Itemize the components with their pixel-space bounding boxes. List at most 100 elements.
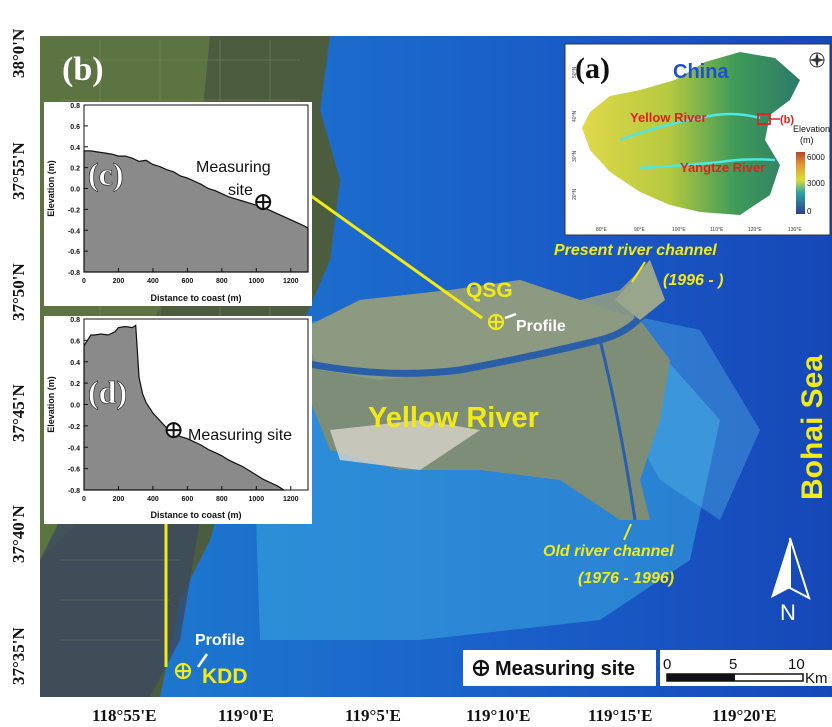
inset-lon-tick: 100°E xyxy=(672,227,686,233)
x-tick-label: 0 xyxy=(82,496,86,503)
inset-lon-tick: 130°E xyxy=(788,227,802,233)
lat-label: 37°45'N xyxy=(9,383,28,442)
x-axis-label: Distance to coast (m) xyxy=(150,293,241,303)
x-tick-label: 0 xyxy=(82,278,86,285)
delta-north xyxy=(300,260,650,380)
connector-c xyxy=(299,186,483,320)
x-tick-label: 200 xyxy=(113,278,125,285)
profile-chart-c: 0.8 0.6 0.4 0.2 0.0 -0.2 -0.4 -0.6 -0.80 200 400 60… xyxy=(44,102,312,306)
inset-yangtze-label: Yangtze River xyxy=(680,160,765,175)
elevation-area xyxy=(83,150,309,273)
present-channel-years: (1996 - ) xyxy=(663,272,723,289)
inset-yangtze-river xyxy=(639,158,776,170)
inset-b-marker: (b) xyxy=(780,114,794,126)
y-tick-label: -0.4 xyxy=(68,445,80,452)
china-label: China xyxy=(673,61,729,83)
x-tick-label: 400 xyxy=(147,496,159,503)
lat-label: 37°50'N xyxy=(9,262,28,321)
inset-china-map: (a) China Yellow River Yangtze River (b)… xyxy=(564,43,831,236)
inset-lon-tick: 80°E xyxy=(596,227,608,233)
inset-lat-tick: 30°N xyxy=(572,150,578,162)
x-axis-label: Distance to coast (m) xyxy=(150,510,241,520)
present-channel-label: Present river channel xyxy=(554,242,717,259)
scale-unit: Km xyxy=(805,670,828,687)
y-axis-label: Elevation (m) xyxy=(46,160,56,217)
inset-lat-tick: 50°N xyxy=(572,66,578,78)
old-channel-label: Old river channel xyxy=(543,543,674,560)
y-tick-label: 0.8 xyxy=(70,317,80,324)
lon-label: 119°5'E xyxy=(345,706,401,725)
kdd-label: KDD xyxy=(202,665,248,688)
x-tick-label: 600 xyxy=(182,278,194,285)
y-tick-label: -0.8 xyxy=(68,270,80,277)
y-tick-label: 0.6 xyxy=(70,338,80,345)
x-tick-label: 200 xyxy=(113,496,125,503)
bohai-sea-label: Bohai Sea xyxy=(796,355,829,500)
legend-box xyxy=(463,650,656,686)
x-tick-label: 1200 xyxy=(283,496,299,503)
scale-bar: 0 5 10 Km xyxy=(660,650,832,687)
old-channel-line xyxy=(598,339,637,521)
panel-label: (c) xyxy=(88,156,124,192)
y-tick-label: 0.4 xyxy=(70,145,80,152)
kdd-profile-label: Profile xyxy=(195,632,245,649)
panel-b-label: (b) xyxy=(62,51,104,88)
present-mouth xyxy=(615,260,665,320)
china-shape xyxy=(582,52,800,215)
elevation-unit: (m) xyxy=(800,135,814,145)
salt-flat xyxy=(330,420,480,470)
north-arrow-icon: N xyxy=(771,537,811,625)
y-tick-label: -0.4 xyxy=(68,228,80,235)
lat-label: 37°40'N xyxy=(9,504,28,563)
ponds-south xyxy=(40,520,200,697)
y-axis-label: Elevation (m) xyxy=(46,376,56,433)
qsg-profile-label: Profile xyxy=(516,318,566,335)
qsg-label: QSG xyxy=(466,279,513,302)
scale-tick: 0 xyxy=(663,656,671,673)
longitude-labels: 118°55'E 119°0'E 119°5'E 119°10'E 119°15… xyxy=(92,706,776,725)
river-channel xyxy=(289,288,664,377)
y-tick-label: -0.2 xyxy=(68,424,80,431)
y-tick-label: 0.0 xyxy=(70,403,80,410)
north-label: N xyxy=(780,600,796,625)
x-tick-label: 800 xyxy=(216,496,228,503)
old-channel-years: (1976 - 1996) xyxy=(578,570,674,587)
lat-label: 37°55'N xyxy=(9,141,28,200)
y-tick-label: -0.2 xyxy=(68,207,80,214)
inset-yellow-river xyxy=(619,112,761,142)
y-tick-label: 0.0 xyxy=(70,187,80,194)
annotation: Measuring xyxy=(196,159,271,176)
elevation-title: Elevation xyxy=(793,124,830,134)
lon-label: 118°55'E xyxy=(92,706,156,725)
inset-lon-tick: 120°E xyxy=(748,227,762,233)
x-tick-label: 1000 xyxy=(249,496,265,503)
y-tick-label: 0.4 xyxy=(70,360,80,367)
y-tick-label: 0.2 xyxy=(70,166,80,173)
colorbar-tick: 3000 xyxy=(807,179,825,188)
annotation: Measuring site xyxy=(188,427,292,444)
x-tick-label: 800 xyxy=(216,278,228,285)
inset-yellow-river-label: Yellow River xyxy=(630,110,707,125)
y-tick-label: 0.8 xyxy=(70,103,80,110)
lon-label: 119°15'E xyxy=(588,706,652,725)
y-tick-label: 0.2 xyxy=(70,381,80,388)
elevation-colorbar xyxy=(796,152,805,214)
inset-lon-tick: 110°E xyxy=(710,227,724,233)
kdd-site: Profile KDD xyxy=(174,632,248,688)
old-channel-arrow xyxy=(623,523,632,541)
panel-a-label: (a) xyxy=(575,52,610,85)
lat-label: 37°35'N xyxy=(9,626,28,685)
lon-label: 119°20'E xyxy=(712,706,776,725)
x-tick-label: 400 xyxy=(147,278,159,285)
panel-label: (d) xyxy=(88,374,127,410)
inset-lon-tick: 90°E xyxy=(634,227,646,233)
scale-tick: 5 xyxy=(729,656,737,673)
lat-label: 38°0'N xyxy=(9,28,28,78)
present-channel-arrow xyxy=(631,261,646,283)
x-tick-label: 600 xyxy=(182,496,194,503)
qsg-profile-line xyxy=(504,312,517,320)
profile-chart-d: 0.8 0.6 0.4 0.2 0.0 -0.2 -0.4 -0.6 -0.80 200 400 60… xyxy=(44,316,312,524)
colorbar-tick: 6000 xyxy=(807,153,825,162)
y-tick-label: -0.6 xyxy=(68,249,80,256)
